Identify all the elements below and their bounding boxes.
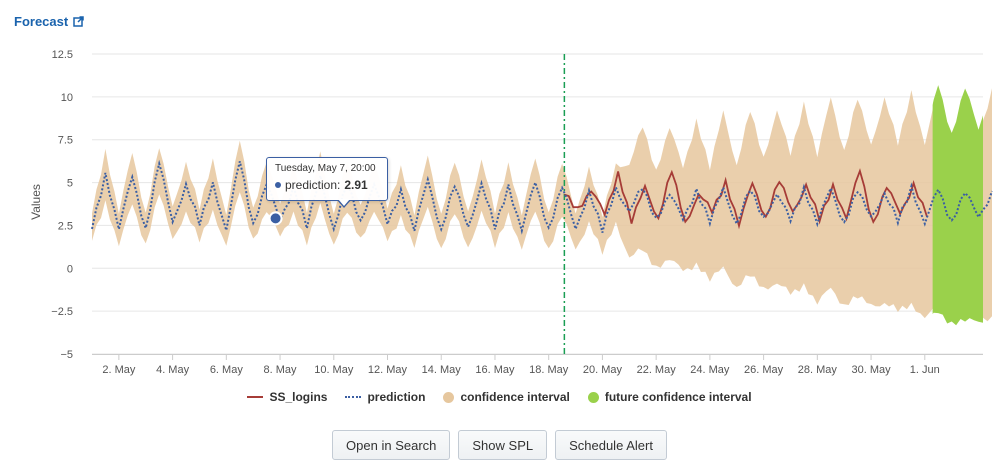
- y-tick-label: 0: [67, 263, 73, 275]
- legend-label: confidence interval: [460, 390, 570, 404]
- y-axis-label: Values: [29, 184, 43, 220]
- y-tick-label: −2.5: [51, 306, 73, 318]
- tooltip-pointer-inner: [338, 199, 350, 206]
- y-tick-label: 12.5: [52, 49, 73, 61]
- x-tick-label: 24. May: [690, 364, 730, 376]
- legend-item-ss-logins[interactable]: SS_logins: [247, 390, 327, 404]
- legend-dotted-swatch: [345, 396, 362, 398]
- legend-label: future confidence interval: [604, 390, 752, 404]
- x-tick-label: 26. May: [744, 364, 784, 376]
- legend-item-prediction[interactable]: prediction: [345, 390, 425, 404]
- x-tick-label: 14. May: [422, 364, 462, 376]
- action-buttons: Open in Search Show SPL Schedule Alert: [0, 430, 999, 460]
- x-tick-label: 18. May: [529, 364, 569, 376]
- series-lines: [91, 54, 993, 354]
- legend-circle-swatch: [587, 391, 599, 403]
- future-confidence-interval-area: [932, 85, 983, 326]
- y-tick-label: 5: [67, 178, 73, 190]
- panel-title[interactable]: Forecast: [14, 14, 84, 29]
- y-tick-label: 10: [61, 92, 73, 104]
- open-in-search-button[interactable]: Open in Search: [332, 430, 451, 460]
- x-tick-label: 10. May: [314, 364, 354, 376]
- external-link-icon[interactable]: [73, 16, 84, 27]
- x-tick-label: 1. Jun: [910, 364, 940, 376]
- x-tick-label: 8. May: [264, 364, 298, 376]
- axis-labels: 12.5 10 7.5 5 2.5 0 −2.5 −5 2. May 4. May 6. May 8.…: [51, 49, 939, 376]
- y-tick-label: −5: [60, 349, 73, 361]
- x-tick-label: 20. May: [583, 364, 623, 376]
- legend-label: SS_logins: [269, 390, 328, 404]
- y-tick-label: 2.5: [58, 220, 73, 232]
- show-spl-button[interactable]: Show SPL: [458, 430, 548, 460]
- legend-item-confidence-interval[interactable]: confidence interval: [443, 390, 570, 404]
- x-tick-label: 2. May: [102, 364, 136, 376]
- legend-circle-swatch: [443, 391, 455, 403]
- chart-legend: SS_logins prediction confidence interval…: [0, 390, 999, 404]
- tooltip-value: 2.91: [344, 178, 368, 192]
- legend-line-swatch: [247, 396, 264, 398]
- panel-title-text[interactable]: Forecast: [14, 14, 69, 29]
- tooltip-date: Tuesday, May 7, 20:00: [275, 163, 376, 174]
- x-tick-label: 6. May: [210, 364, 244, 376]
- x-tick-label: 12. May: [368, 364, 408, 376]
- tooltip-series-label: prediction:: [285, 178, 341, 192]
- y-tick-label: 7.5: [58, 135, 73, 147]
- prediction-line: [91, 159, 993, 235]
- x-tick-label: 28. May: [798, 364, 838, 376]
- x-tick-label: 4. May: [156, 364, 190, 376]
- x-tick-label: 16. May: [475, 364, 515, 376]
- legend-label: prediction: [367, 390, 426, 404]
- ss-logins-line: [564, 168, 928, 230]
- legend-item-future-confidence-interval[interactable]: future confidence interval: [587, 390, 752, 404]
- forecast-chart: 12.5 10 7.5 5 2.5 0 −2.5 −5 2. May 4. May 6. May 8.…: [29, 49, 993, 376]
- chart-tooltip: Tuesday, May 7, 20:00 prediction: 2.91: [266, 157, 388, 201]
- tooltip-dot-icon: [275, 182, 281, 188]
- hover-marker: [268, 211, 283, 226]
- x-tick-label: 30. May: [851, 364, 891, 376]
- tooltip-row: prediction: 2.91: [275, 178, 379, 192]
- x-tick-label: 22. May: [637, 364, 677, 376]
- schedule-alert-button[interactable]: Schedule Alert: [555, 430, 667, 460]
